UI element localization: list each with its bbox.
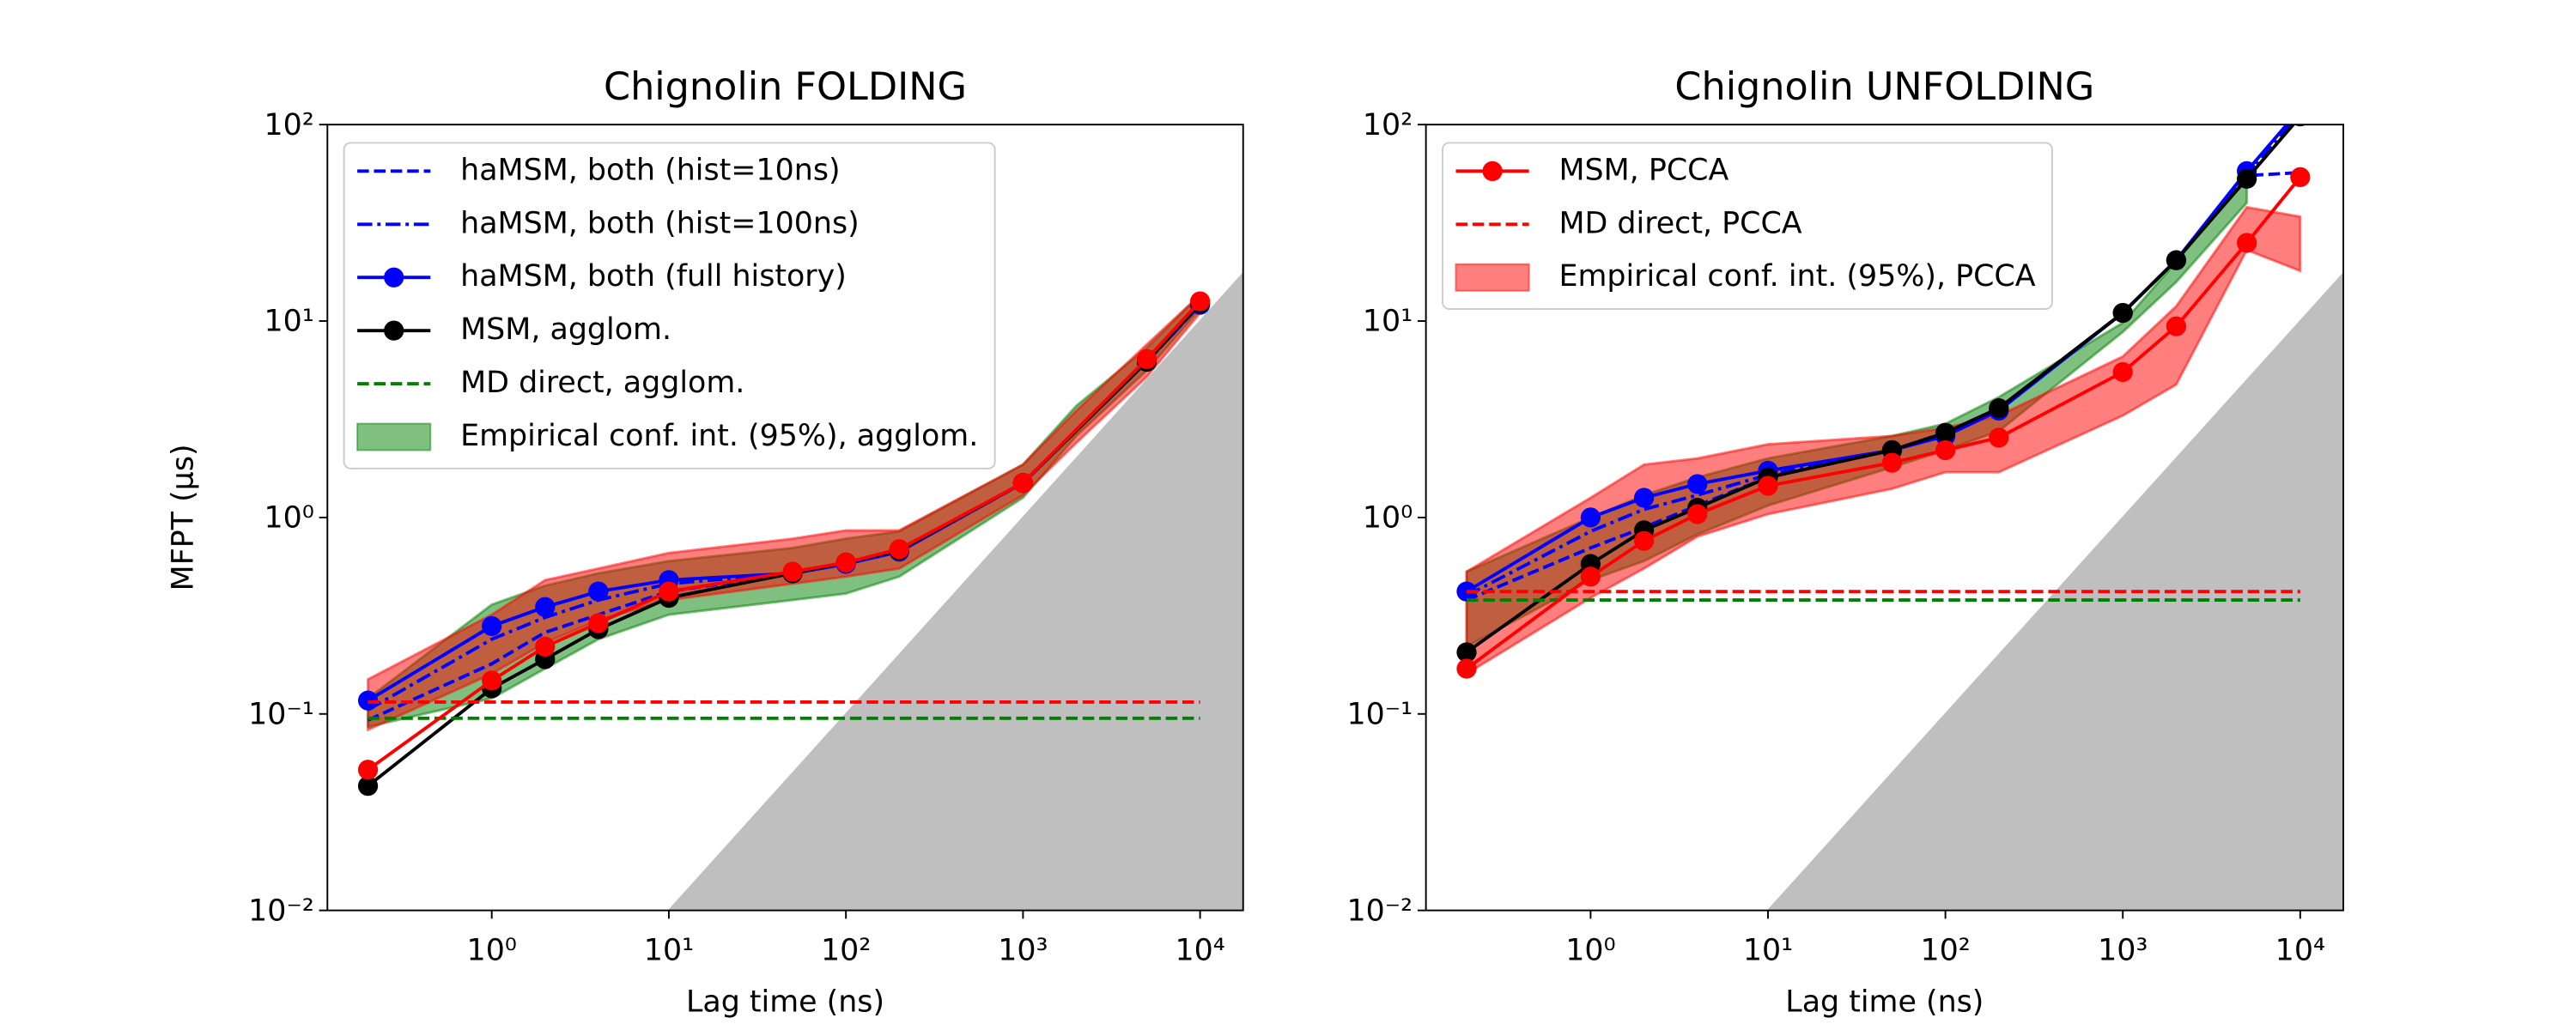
y-tick-label: 10⁰ <box>1363 501 1413 536</box>
subplot: 10⁰ 10¹ 10² 10³ 10⁴ 10⁻² 10⁻¹ 10⁰ 10¹ 10² Chignoli… <box>167 65 1244 1020</box>
legend-label: haMSM, both (hist=10ns) <box>460 153 840 187</box>
series-marker <box>2166 250 2187 270</box>
series-marker <box>1881 452 1903 473</box>
x-tick-label: 10² <box>821 934 871 968</box>
series-marker <box>482 615 502 637</box>
series-marker <box>1687 474 1708 494</box>
legend-label: MD direct, agglom. <box>460 366 744 400</box>
confidence-band <box>1465 205 2302 676</box>
series-marker <box>1456 658 1477 679</box>
y-tick-label: 10¹ <box>264 305 314 339</box>
legend-swatch <box>356 422 432 451</box>
series-marker <box>1935 422 1956 443</box>
series-marker <box>2112 302 2133 324</box>
x-axis-label: Lag time (ns) <box>1785 985 1984 1020</box>
legend-label: Empirical conf. int. (95%), agglom. <box>460 419 978 453</box>
series-marker <box>1633 488 1655 508</box>
series-marker <box>535 597 556 617</box>
series-line <box>1465 176 2302 670</box>
series-marker <box>357 776 379 797</box>
chart-title: Chignolin UNFOLDING <box>1674 65 2094 109</box>
x-tick-label: 10¹ <box>1743 934 1793 968</box>
series-marker <box>2112 361 2133 383</box>
subplot: 10⁰ 10¹ 10² 10³ 10⁴ 10⁻² 10⁻¹ 10⁰ 10¹ 10² Chignoli… <box>1346 65 2344 1020</box>
plot-area <box>357 271 1243 911</box>
y-tick-label: 10⁻² <box>1346 894 1413 928</box>
x-tick-label: 10³ <box>2098 934 2148 968</box>
y-tick-label: 10⁻¹ <box>248 697 314 731</box>
legend-label: MSM, PCCA <box>1558 153 1728 187</box>
series-marker <box>1580 566 1601 587</box>
series-marker <box>535 636 556 657</box>
series-marker <box>2294 124 2306 127</box>
series-marker <box>1012 472 1034 494</box>
x-tick-label: 10⁰ <box>467 934 517 968</box>
series-marker <box>1190 291 1211 312</box>
series-marker <box>2237 233 2257 253</box>
legend: haMSM, both (hist=10ns) haMSM, both (hist… <box>343 142 996 470</box>
plot-area <box>1456 99 2344 911</box>
y-tick-label: 10⁻² <box>248 894 314 928</box>
series-marker <box>482 670 502 691</box>
x-tick-label: 10⁴ <box>2275 934 2325 968</box>
legend-label: MSM, agglom. <box>460 312 671 347</box>
series-marker <box>782 561 803 582</box>
series-marker <box>1989 397 2009 419</box>
series-marker <box>588 581 609 602</box>
y-axis-label: MFPT (μs) <box>167 444 201 591</box>
series-line <box>1465 124 2296 654</box>
series-marker <box>2166 316 2187 336</box>
series-marker <box>2290 99 2310 118</box>
series-marker <box>1136 348 1157 370</box>
legend-marker <box>384 320 404 341</box>
legend: MSM, PCCA MD direct, PCCA Empirical conf. … <box>1442 142 2053 310</box>
series-marker <box>1456 642 1477 663</box>
series-marker <box>1989 427 2009 448</box>
x-axis-label: Lag time (ns) <box>686 985 884 1020</box>
series-marker <box>835 552 856 573</box>
series-marker <box>659 581 679 602</box>
series-marker <box>357 760 379 780</box>
legend-label: Empirical conf. int. (95%), PCCA <box>1558 259 2035 294</box>
legend-box <box>343 142 996 470</box>
legend-swatch <box>1455 263 1530 292</box>
legend-label: MD direct, PCCA <box>1558 206 1801 240</box>
series-marker <box>357 690 379 711</box>
series-marker <box>1687 504 1708 524</box>
series-marker <box>1935 439 1956 461</box>
series-marker <box>1758 476 1778 496</box>
x-tick-label: 10¹ <box>644 934 694 968</box>
series-marker <box>2237 168 2257 189</box>
legend-marker <box>384 267 404 288</box>
legend-label: haMSM, both (full history) <box>460 259 847 294</box>
x-tick-label: 10² <box>1920 934 1970 968</box>
legend-box <box>1442 142 2053 310</box>
series-marker <box>2290 167 2311 188</box>
legend-marker <box>1482 161 1503 181</box>
x-tick-label: 10⁰ <box>1565 934 1615 968</box>
x-tick-label: 10⁴ <box>1175 934 1224 968</box>
series-marker <box>1633 530 1655 551</box>
series-marker <box>588 613 609 633</box>
y-tick-label: 10¹ <box>1363 305 1413 339</box>
legend-label: haMSM, both (hist=100ns) <box>460 206 860 240</box>
y-tick-label: 10⁻¹ <box>1346 697 1413 731</box>
y-tick-label: 10⁰ <box>264 501 314 536</box>
y-tick-label: 10² <box>264 108 314 142</box>
series-marker <box>889 539 909 560</box>
y-tick-label: 10² <box>1363 108 1413 142</box>
series-marker <box>1580 507 1601 528</box>
chart-title: Chignolin FOLDING <box>604 65 967 109</box>
x-tick-label: 10³ <box>998 934 1048 968</box>
shaded-region <box>667 271 1243 911</box>
